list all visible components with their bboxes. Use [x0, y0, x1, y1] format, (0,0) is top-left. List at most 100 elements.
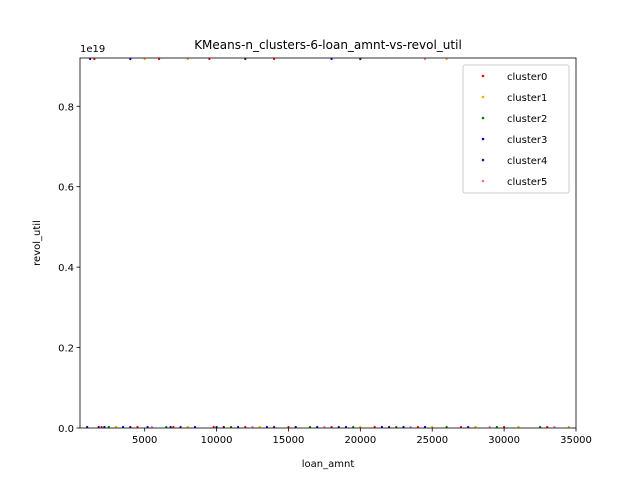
point-cluster2-4: [352, 425, 355, 429]
point-cluster4-5: [337, 425, 340, 429]
legend-label-cluster4: cluster4: [507, 156, 547, 167]
point-cluster0-12: [93, 57, 96, 61]
point-cluster4-9: [359, 57, 362, 61]
point-cluster0-6: [330, 425, 333, 429]
point-cluster3-5: [193, 425, 197, 429]
point-cluster0-9: [459, 425, 463, 429]
point-cluster0-13: [158, 57, 161, 61]
x-tick-label: 15000: [273, 435, 305, 446]
point-cluster3-14: [423, 425, 427, 429]
x-tick-label: 20000: [344, 435, 376, 446]
point-cluster0-1: [136, 425, 139, 429]
legend-label-cluster5: cluster5: [507, 177, 547, 188]
point-cluster3-7: [237, 425, 240, 429]
legend-marker-cluster0: [481, 74, 485, 78]
point-cluster4-1: [129, 425, 132, 429]
point-cluster1-8: [143, 57, 146, 61]
point-cluster4-4: [273, 425, 276, 429]
point-cluster3-12: [380, 425, 383, 429]
point-cluster0-10: [503, 425, 506, 429]
y-tick-label: 0.0: [58, 424, 74, 435]
point-cluster3-9: [294, 425, 297, 429]
x-tick-label: 25000: [416, 435, 448, 446]
point-cluster3-1: [103, 425, 106, 429]
y-axis-label: revol_util: [32, 220, 43, 266]
point-cluster4-8: [244, 57, 247, 61]
point-cluster3-11: [344, 425, 348, 429]
point-cluster2-5: [395, 425, 398, 429]
point-cluster4-7: [467, 425, 470, 429]
point-cluster5-2: [323, 425, 326, 429]
y-tick-label: 0.6: [58, 183, 74, 194]
point-cluster5-6: [423, 57, 427, 61]
point-cluster2-3: [308, 425, 312, 429]
point-cluster5-4: [488, 425, 491, 429]
point-cluster2-6: [445, 425, 448, 429]
legend-label-cluster2: cluster2: [507, 114, 547, 125]
point-cluster3-17: [330, 57, 333, 61]
y-tick-label: 0.2: [58, 344, 74, 355]
point-cluster0-0: [100, 425, 103, 429]
point-cluster4-3: [222, 425, 225, 429]
y-offset-label: 1e19: [80, 44, 105, 55]
x-axis: 5000 10000 15000 20000 25000 30000 35000: [132, 428, 592, 446]
y-axis: 0.0 0.2 0.4 0.6 0.8: [58, 102, 80, 435]
legend-label-cluster3: cluster3: [507, 135, 547, 146]
point-cluster1-1: [186, 425, 189, 429]
legend-marker-cluster1: [481, 95, 485, 99]
point-cluster3-3: [146, 425, 149, 429]
point-cluster3-10: [316, 425, 319, 429]
point-cluster3-4: [169, 425, 172, 429]
point-cluster0-11: [546, 425, 549, 429]
y-tick-label: 0.8: [58, 102, 74, 113]
point-cluster0-8: [416, 425, 419, 429]
point-cluster0-15: [273, 57, 276, 61]
data-points: [86, 57, 570, 429]
point-cluster3-16: [129, 57, 132, 61]
point-cluster3-6: [215, 425, 218, 429]
legend-label-cluster1: cluster1: [507, 93, 547, 104]
point-cluster3-0: [86, 425, 89, 429]
point-cluster1-5: [474, 425, 477, 429]
point-cluster2-2: [229, 425, 233, 429]
point-cluster4-6: [388, 425, 391, 429]
point-cluster0-7: [373, 425, 376, 429]
point-cluster0-2: [172, 425, 175, 429]
point-cluster5-5: [553, 425, 556, 429]
point-cluster1-9: [186, 57, 189, 61]
point-cluster0-3: [212, 425, 215, 429]
x-tick-label: 35000: [560, 435, 592, 446]
point-cluster1-2: [258, 425, 261, 429]
point-cluster3-13: [402, 425, 405, 429]
point-cluster0-5: [287, 425, 290, 429]
point-cluster1-3: [359, 425, 362, 429]
point-cluster1-0: [114, 425, 117, 429]
point-cluster1-4: [431, 425, 434, 429]
x-tick-label: 5000: [132, 435, 157, 446]
point-cluster3-2: [122, 425, 125, 429]
point-cluster1-11: [445, 57, 448, 61]
point-cluster5-3: [409, 425, 412, 429]
legend-marker-cluster5: [481, 179, 485, 183]
legend-marker-cluster4: [481, 158, 485, 162]
point-cluster0-14: [208, 57, 211, 61]
point-cluster2-8: [539, 425, 542, 429]
point-cluster1-7: [567, 425, 570, 429]
legend-label-cluster0: cluster0: [507, 72, 547, 83]
legend: cluster0 cluster1 cluster2 cluster3 cluster4…: [462, 64, 570, 194]
point-cluster2-0: [107, 425, 110, 429]
x-tick-label: 30000: [488, 435, 520, 446]
legend-marker-cluster3: [481, 137, 485, 141]
point-cluster2-7: [495, 425, 498, 429]
y-tick-label: 0.4: [58, 263, 74, 274]
chart-title: KMeans-n_clusters-6-loan_amnt-vs-revol_u…: [194, 38, 462, 52]
point-cluster1-6: [517, 425, 520, 429]
point-cluster2-1: [165, 425, 168, 429]
x-axis-label: loan_amnt: [302, 459, 355, 470]
plot-frame: [79, 57, 577, 429]
point-cluster4-2: [179, 425, 182, 429]
point-cluster3-8: [265, 425, 268, 429]
point-cluster5-1: [251, 425, 254, 429]
point-cluster4-0: [97, 425, 100, 429]
